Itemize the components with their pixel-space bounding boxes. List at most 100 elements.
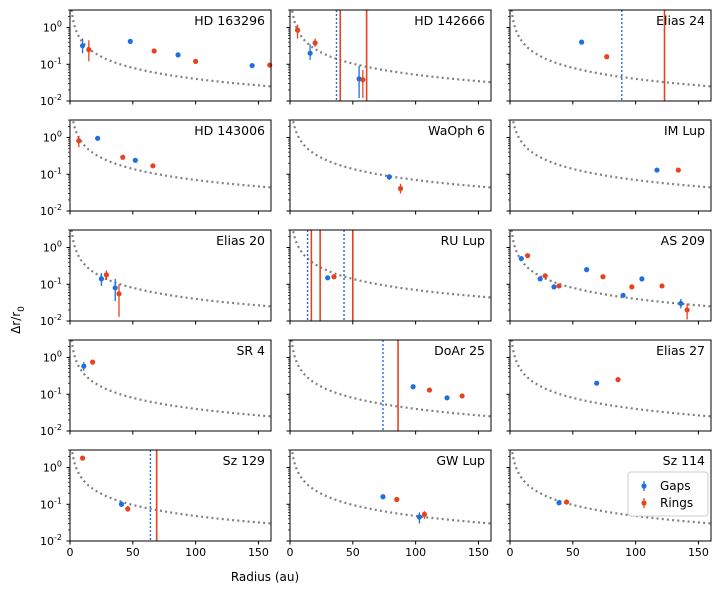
panel-gw-lup: GW Lup (286, 449, 492, 545)
panel-title: Sz 114 (663, 453, 705, 468)
ring-point (120, 154, 126, 160)
panel-im-lup: IM Lup (506, 119, 712, 215)
panel-title: AS 209 (661, 233, 705, 248)
panel-elias-24: Elias 24 (506, 9, 712, 105)
panel-title: HD 142666 (414, 13, 485, 28)
ring-point (684, 307, 690, 313)
y-tick-label: 100 (43, 240, 62, 255)
panel-title: SR 4 (236, 343, 265, 358)
x-tick-label: 150 (688, 546, 709, 559)
resolution-limit-curve (70, 340, 271, 418)
resolution-limit-curve (70, 10, 271, 88)
gap-point (380, 494, 386, 500)
gap-point (654, 167, 660, 173)
y-tick-label: 100 (43, 20, 62, 35)
panel-sz-129: Sz 129 (66, 449, 272, 545)
ring-point (294, 27, 301, 33)
panel-doar-25: DoAr 25 (286, 339, 492, 435)
gap-point (98, 276, 105, 282)
gap-point (118, 501, 125, 507)
resolution-limit-curve (291, 10, 491, 84)
ring-point (675, 167, 681, 173)
ring-point (331, 274, 337, 280)
gap-point (444, 395, 450, 401)
ring-point (150, 163, 156, 169)
y-tick-label: 10-1 (40, 386, 62, 401)
resolution-limit-curve (511, 120, 711, 189)
ring-point (659, 283, 665, 289)
gap-point (325, 275, 331, 281)
x-tick-label: 100 (625, 546, 646, 559)
x-tick-label: 0 (287, 546, 294, 559)
y-tick-label: 10-2 (40, 533, 62, 548)
gap-point (537, 276, 543, 282)
ring-point (629, 284, 635, 290)
ring-point (563, 499, 570, 505)
ring-point (556, 283, 562, 289)
ring-point (90, 359, 96, 365)
x-tick-label: 50 (346, 546, 360, 559)
resolution-limit-curve (290, 450, 491, 525)
ring-point (459, 393, 465, 399)
gap-point (556, 500, 562, 506)
legend: Gaps Rings (627, 471, 709, 517)
ring-point (397, 185, 404, 192)
gap-point (79, 43, 86, 49)
x-tick-label: 0 (67, 546, 74, 559)
y-tick-label: 10-2 (40, 313, 62, 328)
y-tick-label: 100 (43, 350, 62, 365)
y-tick-label: 10-1 (40, 276, 62, 291)
y-tick-label: 10-1 (40, 166, 62, 181)
y-axis-labels: 100 10-1 10-2 100 10-1 10-2 100 10-1 10-2 100 10-1… (40, 20, 62, 548)
gap-point (639, 276, 645, 282)
x-tick-label: 100 (185, 546, 206, 559)
ring-point (312, 40, 318, 46)
ring-point (76, 138, 82, 144)
panel-frame (509, 119, 712, 212)
panel-frame (509, 449, 712, 542)
y-tick-label: 10-1 (40, 496, 62, 511)
ring-point (542, 273, 548, 279)
gap-point (132, 157, 138, 163)
panel-title: Elias 24 (656, 13, 705, 28)
panel-ru-lup: RU Lup (286, 229, 492, 325)
resolution-limit-curve (510, 450, 711, 525)
ring-point (125, 506, 131, 512)
gap-point (81, 363, 87, 369)
resolution-limit-curve (70, 230, 271, 308)
panel-elias-27: Elias 27 (506, 339, 712, 435)
x-axis-labels: 0 50 100 150 0 50 100 150 0 50 100 150 (67, 546, 709, 559)
gap-point (620, 292, 626, 298)
panel-hd-163296: HD 163296 (66, 9, 273, 105)
gap-point (518, 255, 524, 262)
panel-waoph-6: WaOph 6 (286, 119, 492, 215)
panel-frame (289, 119, 492, 212)
ring-point (151, 48, 157, 54)
ring-point (604, 54, 610, 60)
panel-frame (509, 229, 712, 322)
panel-title: DoAr 25 (434, 343, 485, 358)
gaps-legend-label: Gaps (660, 479, 691, 493)
y-axis-title: Δr/r0 (9, 306, 27, 334)
gap-point (410, 384, 416, 390)
panel-frame (69, 119, 272, 212)
panel-grid: HD 163296 HD 142666 Elias 24 HD 143006 WaOph… (66, 9, 712, 545)
gap-point (112, 285, 118, 291)
gap-point (386, 174, 392, 180)
panel-frame (509, 339, 712, 432)
y-tick-label: 100 (43, 460, 62, 475)
resolution-limit-curve (291, 230, 491, 299)
resolution-limit-curve (71, 120, 271, 189)
panel-sz-114: Sz 114 (506, 449, 712, 545)
gap-point (175, 52, 181, 58)
x-tick-label: 50 (566, 546, 580, 559)
panel-title: Sz 129 (223, 453, 265, 468)
x-axis-title: Radius (au) (231, 570, 299, 584)
x-tick-label: 0 (507, 546, 514, 559)
panel-title: WaOph 6 (428, 123, 485, 138)
gap-point (579, 39, 585, 45)
panel-frame (69, 9, 272, 102)
panel-title: IM Lup (664, 123, 705, 138)
gap-point (307, 50, 313, 56)
y-tick-label: 10-2 (40, 93, 62, 108)
